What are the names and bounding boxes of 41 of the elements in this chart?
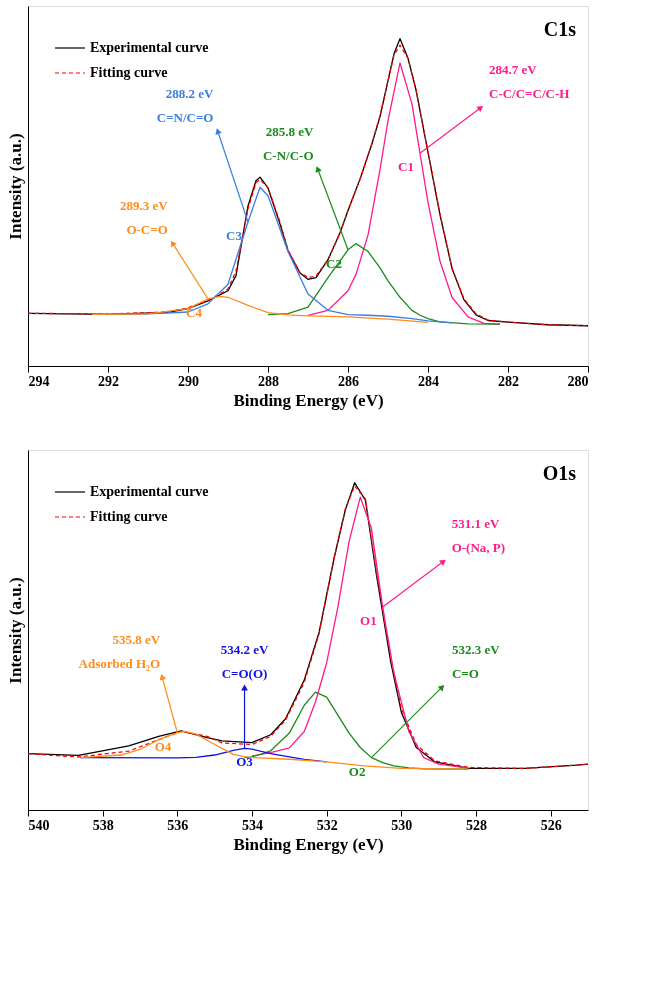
legend-label: Fitting curve <box>90 509 168 524</box>
annotation: 532.3 eV C=O <box>451 641 501 681</box>
legend-label: Experimental curve <box>90 40 209 55</box>
series-label: O4 <box>154 738 172 754</box>
x-tick-label: 284 <box>418 373 439 389</box>
x-tick-label: 282 <box>498 373 519 389</box>
legend-label: Fitting curve <box>90 65 168 80</box>
x-tick-label: 530 <box>391 817 413 833</box>
x-tick-label: 292 <box>98 373 119 389</box>
x-tick-label: 290 <box>178 373 199 389</box>
x-axis-title: Binding Energy (eV) <box>233 390 384 410</box>
annotation: 531.1 eV O-(Na, P) <box>451 516 506 556</box>
x-tick-label: 288 <box>258 373 279 389</box>
x-tick-label: 532 <box>316 817 338 833</box>
x-tick-label: 540 <box>28 817 50 833</box>
annotation: 289.3 eV O-C=O <box>120 197 169 237</box>
annotation: 288.2 eV C=N/C=O <box>156 86 215 125</box>
annotation: 534.2 eV C=O(O) <box>220 642 269 682</box>
series-label: C3 <box>226 228 243 243</box>
y-axis-title: Intensity (a.u.) <box>5 133 25 240</box>
chart-title: O1s <box>542 462 577 484</box>
x-axis-title: Binding Energy (eV) <box>233 834 384 854</box>
x-tick-label: 536 <box>167 817 189 833</box>
series-label: C4 <box>186 304 203 320</box>
x-tick-label: 526 <box>540 817 562 833</box>
x-tick-label: 280 <box>567 373 589 389</box>
x-tick-label: 534 <box>242 817 263 833</box>
x-tick-label: 528 <box>466 817 487 833</box>
legend-label: Experimental curve <box>90 484 209 499</box>
annotation: 535.8 eV Adsorbed H₂O <box>78 631 161 671</box>
x-tick-label: 286 <box>338 373 359 389</box>
series-label: C1 <box>398 159 414 175</box>
series-label: O2 <box>348 763 366 779</box>
y-axis-title: Intensity (a.u.) <box>5 577 25 684</box>
x-tick-label: 538 <box>92 817 114 833</box>
series-label: O1 <box>360 613 377 629</box>
chart-title: C1s <box>543 18 577 40</box>
x-tick-label: 294 <box>28 373 50 389</box>
series-label: O3 <box>236 754 254 770</box>
annotation: 285.8 eV C-N/C-O <box>262 123 315 163</box>
annotation: 284.7 eV C-C/C=C/C-H <box>489 62 570 102</box>
